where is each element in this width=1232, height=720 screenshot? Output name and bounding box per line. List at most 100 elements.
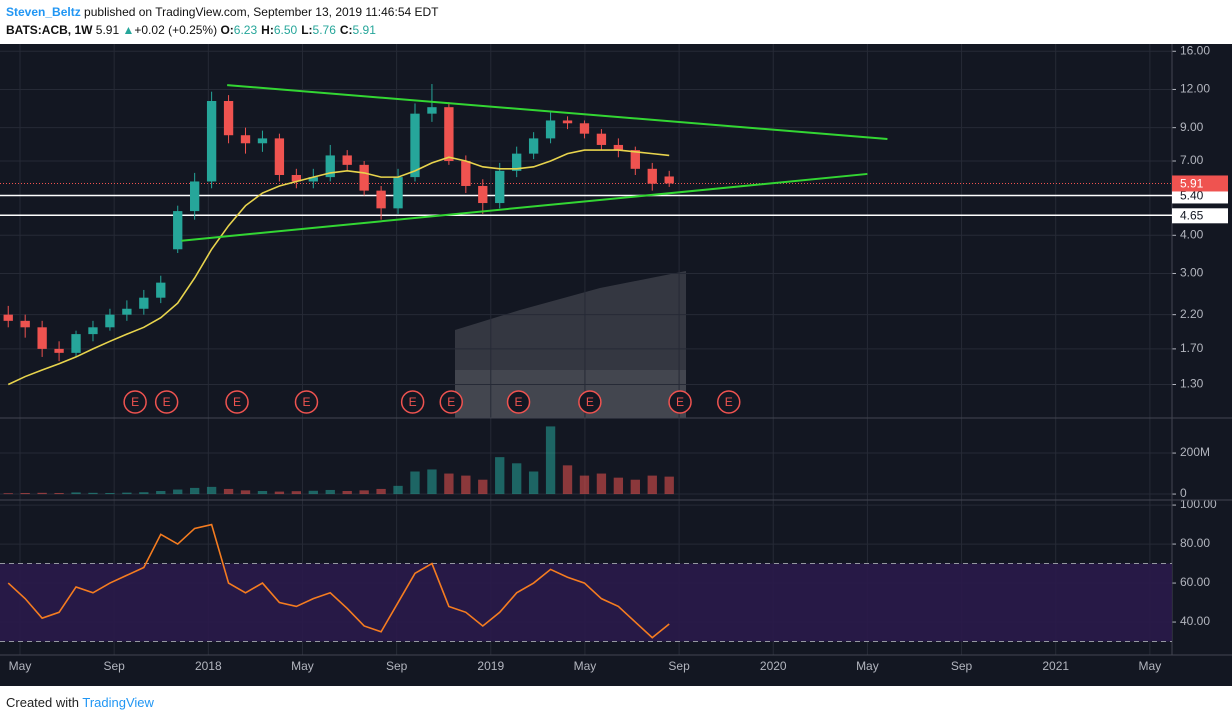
y-tick-label: 1.70	[1180, 341, 1204, 355]
volume-bar	[444, 473, 454, 495]
y-tick-label: 3.00	[1180, 266, 1204, 280]
volume-bar	[478, 479, 488, 495]
candle-body	[393, 177, 403, 209]
candle-body	[3, 314, 13, 321]
earnings-marker	[578, 390, 602, 414]
volume-bar	[562, 465, 573, 495]
x-tick-label: Sep	[951, 659, 973, 673]
volume-bar	[545, 426, 556, 495]
candle-body	[206, 101, 217, 182]
y-tick-label: 200M	[1180, 445, 1210, 459]
candle-body	[156, 282, 166, 298]
volume-bar	[342, 490, 352, 495]
x-tick-label: 2021	[1042, 659, 1069, 673]
volume-bar	[257, 490, 268, 495]
volume-bar	[613, 477, 624, 495]
earnings-marker	[400, 390, 425, 414]
author[interactable]: Steven_Beltz	[6, 5, 81, 19]
candle-body	[240, 135, 251, 144]
earnings-label: E	[586, 395, 594, 409]
candle-body	[139, 297, 149, 309]
volume-bar	[173, 489, 183, 495]
earnings-label: E	[409, 395, 417, 409]
earnings-marker	[717, 390, 741, 414]
footer-prefix: Created with	[6, 695, 79, 710]
volume-bar	[54, 493, 64, 495]
volume-profile	[455, 271, 686, 418]
last-price-label: 5.91	[1180, 177, 1204, 191]
earnings-label: E	[233, 395, 241, 409]
level-label: 5.40	[1180, 189, 1204, 203]
candle-body	[173, 211, 183, 250]
volume-bar	[596, 473, 607, 495]
earnings-marker	[225, 390, 249, 414]
volume-bar	[528, 471, 539, 495]
earnings-marker	[668, 390, 692, 414]
footer-brand[interactable]: TradingView	[82, 695, 154, 710]
rsi-line	[7, 523, 670, 639]
rsi-band	[0, 563, 1172, 642]
volume-bar	[427, 469, 437, 495]
volume-bar	[139, 492, 149, 495]
x-tick-label: 2019	[477, 659, 504, 673]
candle-body	[478, 185, 488, 204]
earnings-marker	[154, 390, 179, 414]
candle-body	[257, 138, 268, 144]
earnings-label: E	[447, 395, 455, 409]
candle-body	[88, 327, 98, 335]
candle-body	[579, 123, 590, 134]
candle-body	[122, 308, 132, 315]
published: published on TradingView.com, September …	[84, 5, 439, 19]
ohlc-key: H:	[261, 23, 274, 37]
ohlc-key: O:	[220, 23, 234, 37]
volume-bar	[3, 493, 13, 495]
volume-bar	[37, 492, 47, 495]
candle-body	[223, 101, 234, 136]
candle-body	[54, 348, 64, 353]
header-line-2: BATS:ACB, 1W 5.91 ▲+0.02 (+0.25%) O:6.23…	[6, 23, 380, 37]
volume-bar	[410, 471, 420, 495]
candle-body	[596, 133, 607, 145]
ohlc-value: 5.91	[352, 23, 376, 37]
header-line-1: Steven_Beltz published on TradingView.co…	[6, 5, 439, 19]
candle-body	[359, 164, 369, 191]
x-tick-label: 2020	[760, 659, 787, 673]
volume-bar	[325, 489, 335, 495]
volume-bar	[71, 492, 81, 495]
trendline	[227, 84, 888, 141]
candle-body	[105, 314, 115, 328]
volume-bar	[291, 491, 302, 495]
candle-body	[647, 168, 657, 184]
earnings-label: E	[515, 395, 523, 409]
candle-body	[630, 150, 640, 169]
x-tick-label: May	[291, 659, 314, 673]
y-tick-label: 1.30	[1180, 377, 1204, 391]
volume-bar	[512, 463, 522, 495]
volume-bar	[664, 476, 674, 495]
candle-body	[444, 107, 454, 162]
earnings-marker	[294, 390, 319, 414]
volume-bar	[579, 475, 590, 495]
last-price-box	[1172, 175, 1228, 192]
earnings-marker	[506, 390, 531, 414]
ohlc-key: L:	[301, 23, 313, 37]
y-tick-label: 100.00	[1180, 497, 1217, 511]
candle-body	[427, 107, 437, 114]
candle-body	[342, 155, 352, 165]
y-tick-label: 80.00	[1180, 536, 1210, 550]
candle-body	[20, 320, 30, 328]
candle-body	[545, 120, 556, 139]
last: 5.91	[95, 23, 120, 37]
candle-body	[528, 138, 539, 154]
arrow: ▲	[122, 23, 135, 37]
x-tick-label: May	[9, 659, 32, 673]
volume-bar	[156, 490, 166, 495]
candle-body	[495, 170, 505, 204]
y-tick-label: 16.00	[1180, 43, 1210, 57]
candle-body	[71, 334, 81, 353]
earnings-marker	[439, 390, 463, 414]
volume-profile-lower	[455, 370, 686, 418]
x-tick-label: May	[574, 659, 597, 673]
candle-body	[613, 144, 624, 151]
